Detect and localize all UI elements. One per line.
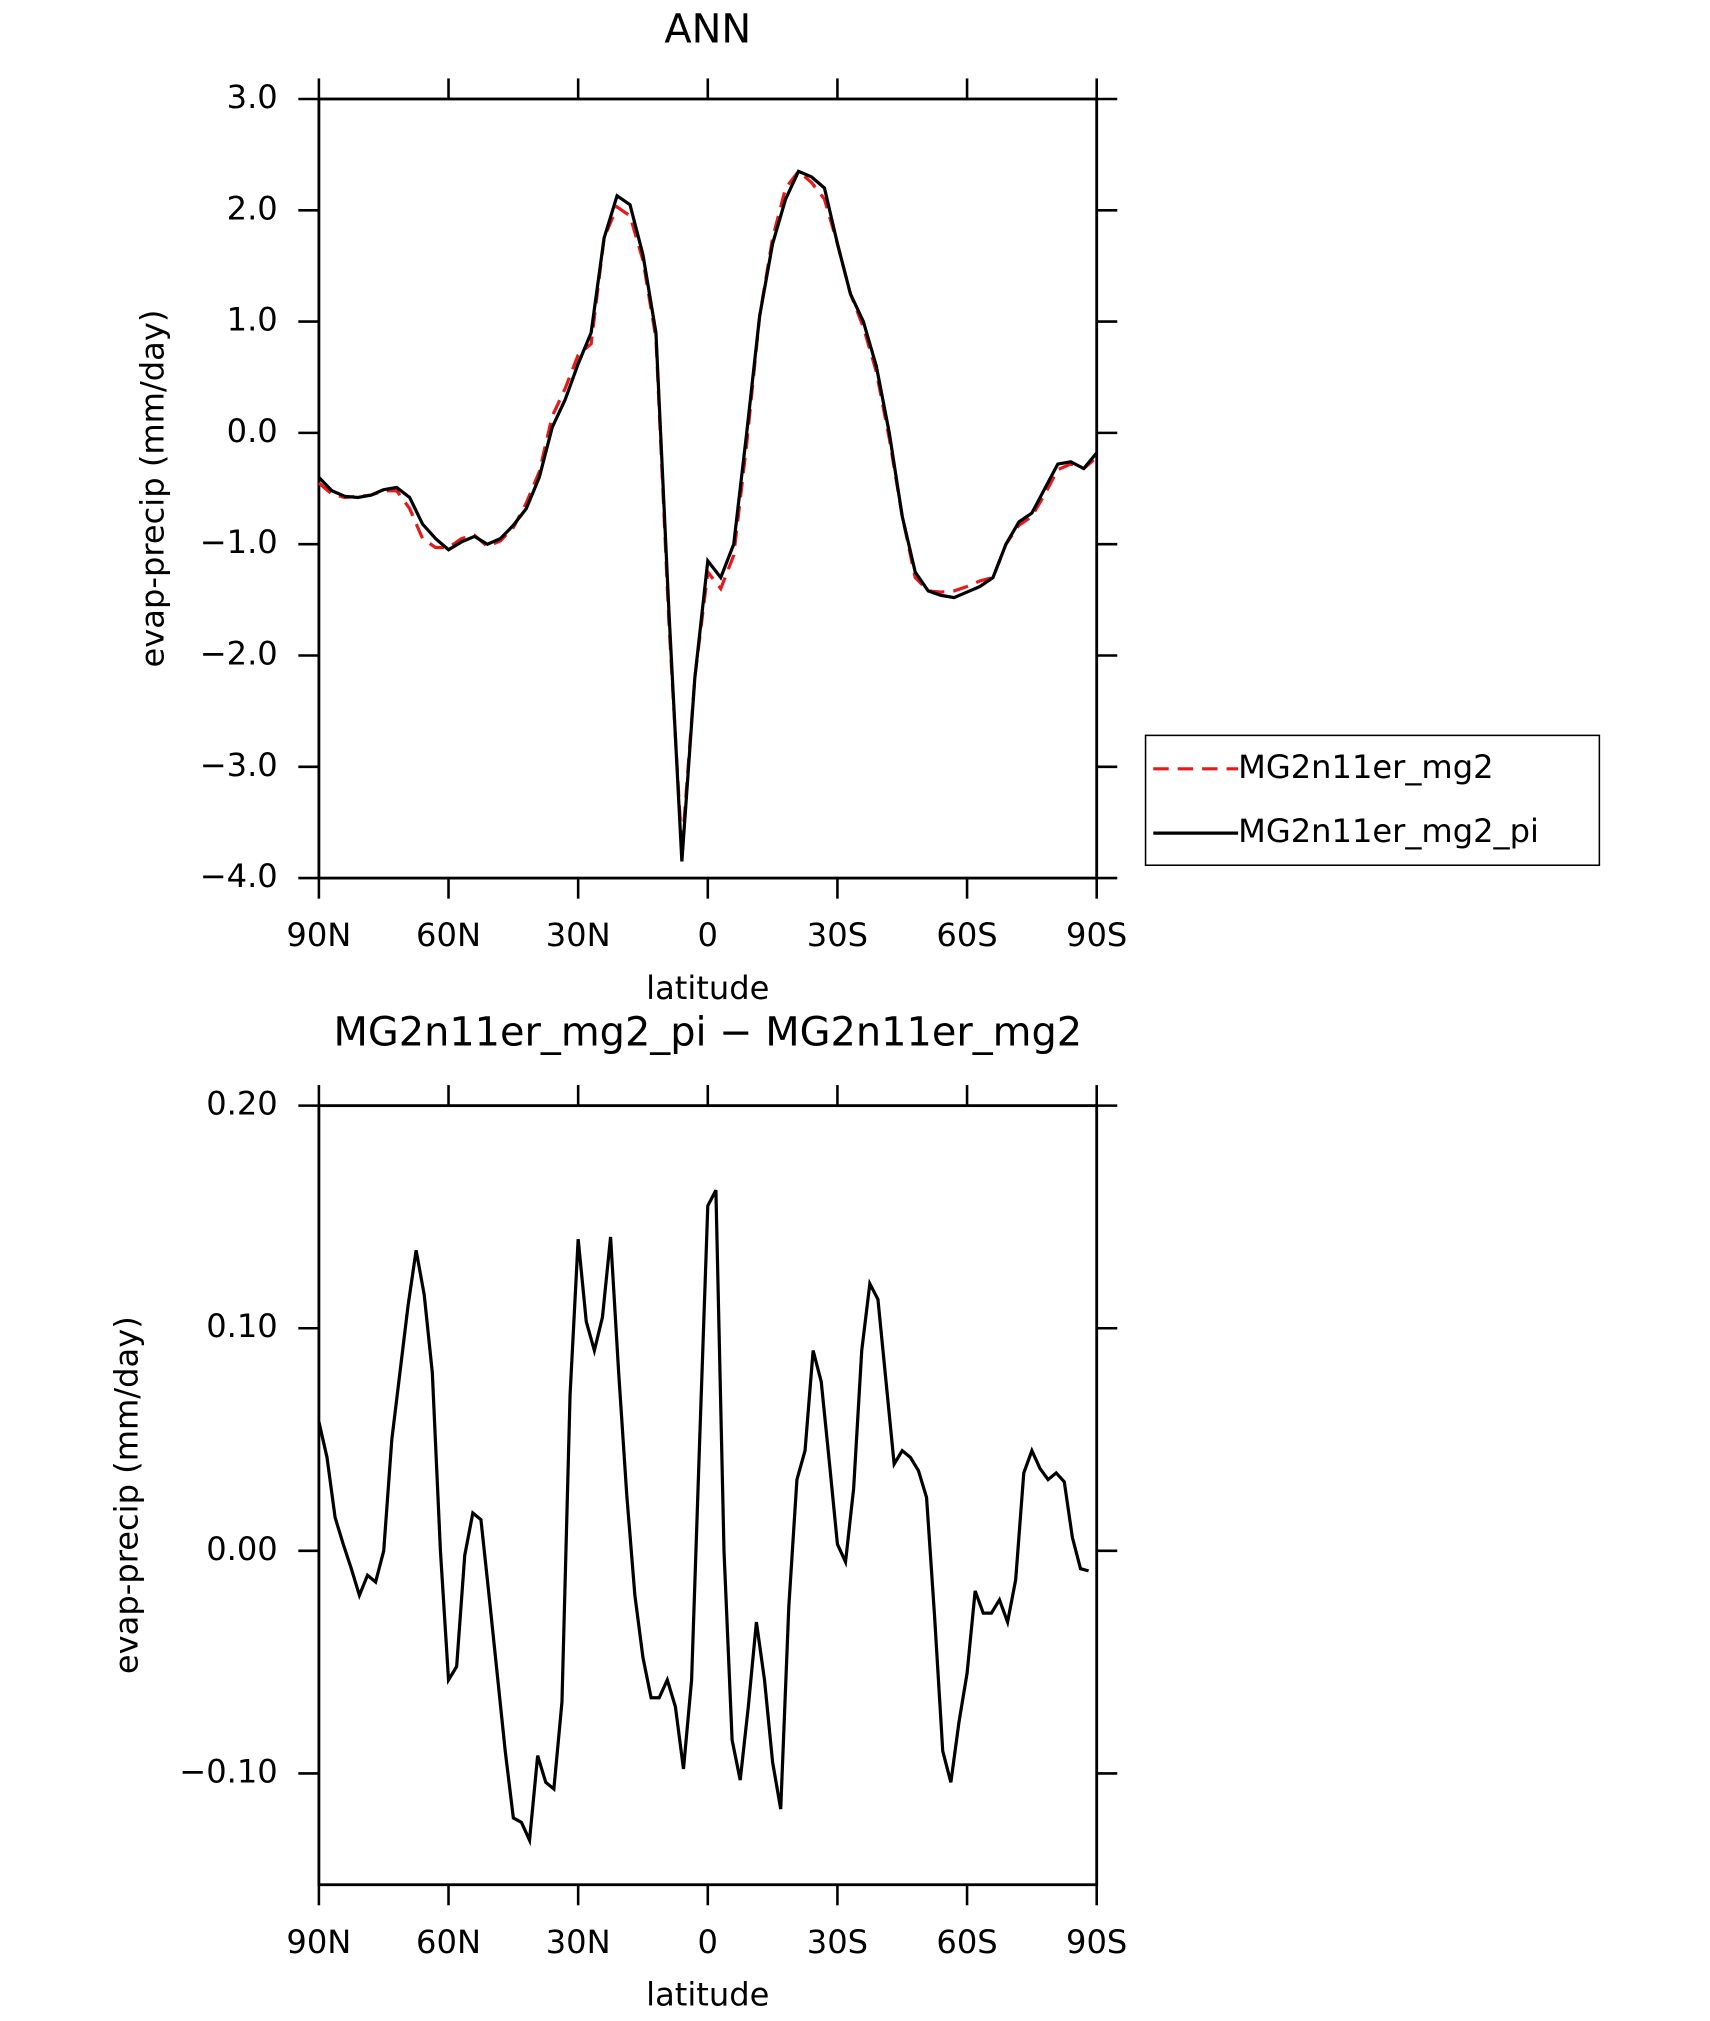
- y-axis-title: evap-precip (mm/day): [133, 310, 171, 668]
- y-tick-label: −4.0: [200, 857, 278, 895]
- x-tick-label: 30N: [546, 1923, 611, 1961]
- y-tick-label: 3.0: [227, 78, 278, 116]
- x-tick-label: 90N: [286, 916, 351, 954]
- x-axis-title: latitude: [646, 1976, 769, 2014]
- x-tick-label: 60N: [416, 916, 481, 954]
- y-tick-label: −2.0: [200, 634, 278, 672]
- legend-box: [1144, 734, 1601, 866]
- x-tick-label: 90S: [1066, 1923, 1127, 1961]
- x-axis-title: latitude: [646, 969, 769, 1007]
- plot-frame: [317, 97, 1099, 880]
- x-tick-label: 0: [698, 1923, 718, 1961]
- x-tick-label: 60S: [936, 1923, 997, 1961]
- y-tick-label: −3.0: [200, 746, 278, 784]
- chart-title: ANN: [664, 7, 751, 53]
- x-tick-label: 30N: [546, 916, 611, 954]
- data-line: [317, 169, 1098, 851]
- chart-title: MG2n11er_mg2_pi − MG2n11er_mg2: [333, 1009, 1082, 1055]
- data-line: [317, 1189, 1090, 1847]
- y-tick-label: −1.0: [200, 523, 278, 561]
- x-tick-label: 30S: [807, 1923, 868, 1961]
- x-tick-label: 90S: [1066, 916, 1127, 954]
- y-tick-label: 0.20: [206, 1085, 278, 1123]
- legend-label: MG2n11er_mg2: [1238, 748, 1493, 786]
- y-tick-label: 0.0: [227, 412, 278, 450]
- legend-label: MG2n11er_mg2_pi: [1238, 812, 1539, 850]
- y-tick-label: 0.00: [206, 1530, 278, 1568]
- x-tick-label: 30S: [807, 916, 868, 954]
- y-tick-label: 2.0: [227, 189, 278, 227]
- y-tick-label: 0.10: [206, 1307, 278, 1345]
- x-tick-label: 60N: [416, 1923, 481, 1961]
- y-tick-label: −0.10: [179, 1752, 277, 1790]
- x-tick-label: 60S: [936, 916, 997, 954]
- x-tick-label: 90N: [286, 1923, 351, 1961]
- y-tick-label: 1.0: [227, 301, 278, 339]
- data-line: [317, 169, 1098, 862]
- y-axis-title: evap-precip (mm/day): [108, 1316, 146, 1674]
- x-tick-label: 0: [698, 916, 718, 954]
